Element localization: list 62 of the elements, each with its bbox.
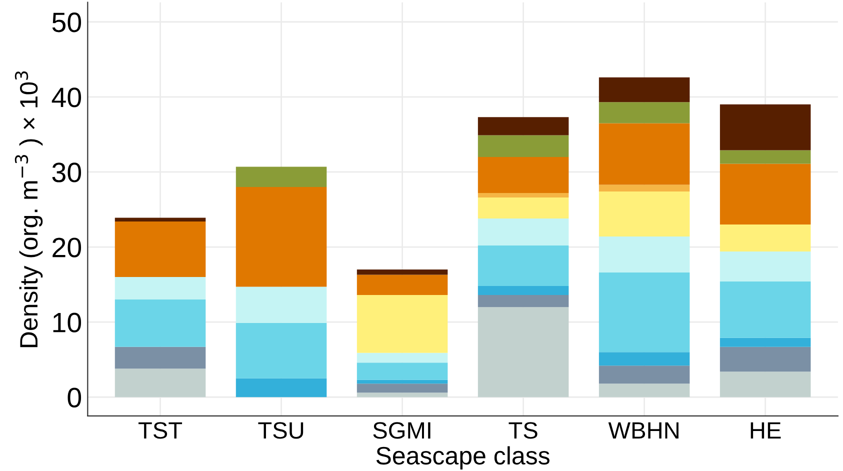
bar xyxy=(720,282,811,338)
y-tick-label: 10 xyxy=(53,312,82,332)
bar xyxy=(478,197,569,219)
bar xyxy=(114,346,206,369)
bar xyxy=(356,384,448,393)
bar xyxy=(478,246,569,286)
bar xyxy=(478,307,569,398)
y-tick-label: 30 xyxy=(52,162,82,182)
bar xyxy=(478,295,569,308)
bar xyxy=(236,166,327,187)
bar xyxy=(114,277,206,300)
bar xyxy=(356,380,448,384)
x-tick-label: TSU xyxy=(258,422,304,439)
bar xyxy=(720,150,811,164)
bar xyxy=(478,192,569,198)
bar xyxy=(236,286,327,323)
bar xyxy=(720,372,811,398)
bar xyxy=(478,218,569,246)
bar xyxy=(236,322,327,378)
bar xyxy=(598,272,690,352)
y-tick-label: 40 xyxy=(52,88,82,108)
x-tick-label: SGMI xyxy=(373,422,430,439)
x-tick-label: TST xyxy=(138,422,182,439)
x-axis-title: Seascape class xyxy=(376,446,550,470)
bar xyxy=(114,368,206,398)
y-tick-label: 50 xyxy=(52,12,82,32)
bar xyxy=(598,191,690,237)
bar xyxy=(720,252,811,282)
bar xyxy=(720,164,811,225)
bar xyxy=(356,270,448,275)
bar xyxy=(356,352,448,363)
bar xyxy=(720,104,811,150)
bar xyxy=(356,362,448,380)
bar xyxy=(598,123,690,185)
bar xyxy=(114,218,206,222)
bar xyxy=(720,224,811,252)
bar xyxy=(720,338,811,347)
y-tick-label: 20 xyxy=(52,238,82,258)
bar xyxy=(356,392,448,398)
bar xyxy=(356,274,448,296)
bar xyxy=(236,186,327,287)
bar xyxy=(478,135,569,157)
bar xyxy=(478,286,569,296)
bar xyxy=(598,102,690,124)
x-tick-label: HE xyxy=(750,422,781,439)
bar xyxy=(598,184,690,192)
bar xyxy=(478,117,569,136)
bar xyxy=(598,77,690,102)
x-tick-label: TS xyxy=(508,422,538,439)
bar xyxy=(720,346,811,372)
bar xyxy=(114,222,206,278)
bar xyxy=(598,366,690,384)
bar xyxy=(598,236,690,273)
bar xyxy=(598,352,690,366)
bar xyxy=(478,156,569,193)
bar xyxy=(598,384,690,398)
bar xyxy=(114,300,206,347)
x-tick-label: WBHN xyxy=(608,422,678,439)
bar xyxy=(236,378,327,398)
bar xyxy=(356,295,448,353)
y-tick-label: 0 xyxy=(68,388,82,408)
y-axis-title: Density (org. m$^{−3}$ ) × 10$^{3}$ xyxy=(14,71,43,348)
